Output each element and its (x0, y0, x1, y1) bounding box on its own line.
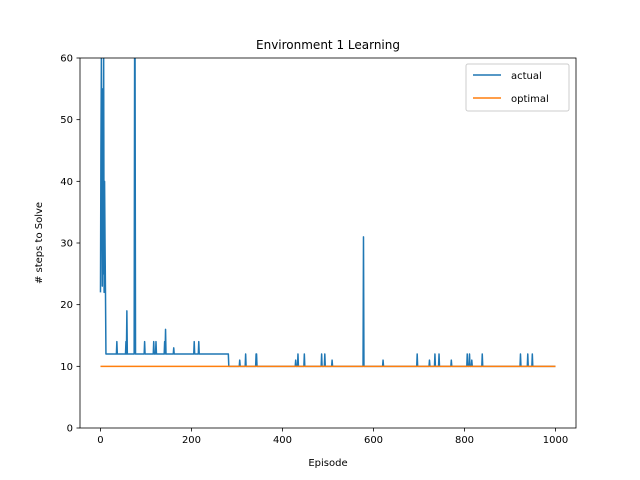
y-axis: 0 10 20 30 40 50 60 (60, 54, 80, 435)
y-tick-label: 60 (60, 54, 73, 65)
legend-label-actual: actual (511, 71, 542, 82)
x-tick-label: 0 (97, 435, 103, 446)
y-tick-label: 20 (60, 300, 73, 311)
x-axis: 0 200 400 600 800 1000 (97, 428, 568, 446)
y-axis-label: # steps to Solve (34, 202, 45, 284)
x-tick-label: 600 (364, 435, 383, 446)
y-tick-label: 0 (67, 424, 73, 435)
chart-title: Environment 1 Learning (256, 38, 400, 52)
series-line-actual (99, 58, 556, 368)
legend: actual optimal (465, 63, 570, 112)
x-tick-label: 400 (273, 435, 292, 446)
y-tick-label: 10 (60, 362, 73, 373)
y-tick-label: 40 (60, 177, 73, 188)
y-tick-label: 30 (60, 239, 73, 250)
series-layer (99, 58, 556, 368)
x-tick-label: 800 (455, 435, 474, 446)
legend-label-optimal: optimal (511, 94, 549, 105)
x-tick-label: 1000 (543, 435, 568, 446)
x-axis-label: Episode (308, 458, 347, 469)
y-tick-label: 50 (60, 115, 73, 126)
x-tick-label: 200 (182, 435, 201, 446)
